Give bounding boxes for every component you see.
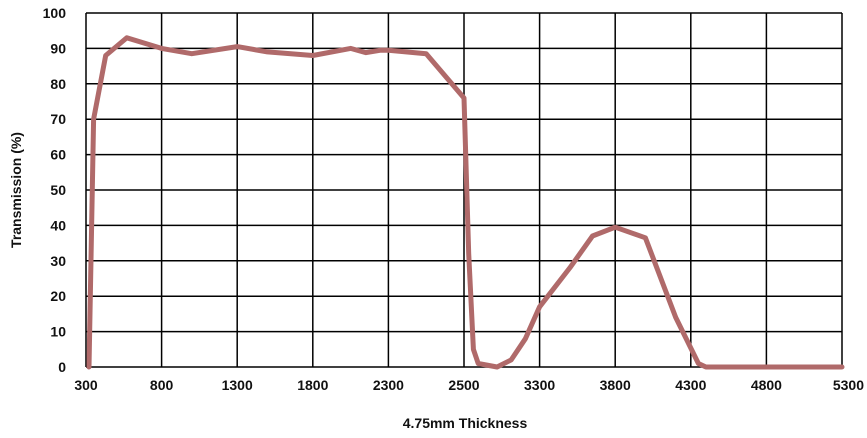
y-tick-labels: 0 10 20 30 40 50 60 70 80 90 100 [43, 5, 67, 375]
y-tick-label: 100 [43, 5, 67, 21]
y-tick-label: 0 [58, 359, 66, 375]
x-tick-label: 1800 [297, 377, 328, 393]
y-tick-label: 30 [50, 253, 66, 269]
y-tick-label: 10 [50, 324, 66, 340]
x-tick-label: 4300 [675, 377, 706, 393]
y-tick-label: 20 [50, 288, 66, 304]
grid-lines [85, 12, 843, 368]
x-tick-label: 3800 [600, 377, 631, 393]
y-axis-title: Transmission (%) [8, 132, 24, 248]
x-tick-labels: 300 800 1300 1800 2300 2500 3300 3800 4300 4800 53… [74, 377, 864, 393]
series-layer [86, 35, 845, 370]
x-axis-title: 4.75mm Thickness [403, 415, 528, 431]
x-tick-label: 4800 [751, 377, 782, 393]
x-tick-label: 5300 [833, 377, 864, 393]
y-tick-label: 90 [50, 40, 66, 56]
x-tick-label: 300 [74, 377, 98, 393]
y-tick-label: 50 [50, 182, 66, 198]
x-tick-label: 3300 [524, 377, 555, 393]
x-tick-label: 1300 [222, 377, 253, 393]
y-tick-label: 70 [50, 111, 66, 127]
y-tick-label: 40 [50, 217, 66, 233]
x-tick-label: 2300 [373, 377, 404, 393]
x-tick-label: 2500 [448, 377, 479, 393]
transmission-curve [86, 35, 845, 370]
y-tick-label: 60 [50, 147, 66, 163]
x-tick-label: 800 [150, 377, 174, 393]
y-tick-label: 80 [50, 76, 66, 92]
